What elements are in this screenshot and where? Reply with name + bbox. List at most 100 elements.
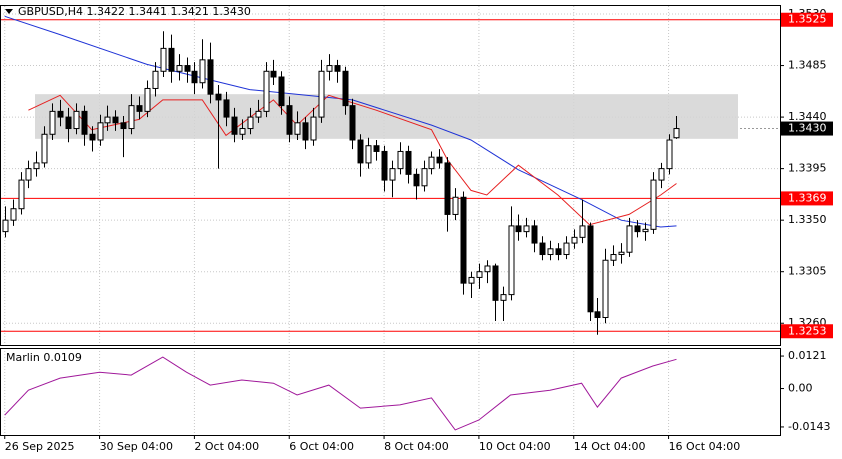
candle-body: [168, 47, 175, 72]
candle-body: [136, 105, 143, 112]
candle-body: [508, 225, 515, 296]
candle-body: [33, 162, 40, 170]
y-tick-label: 1.3485: [788, 59, 827, 72]
candle-body: [357, 139, 364, 164]
candle-body: [191, 70, 198, 84]
candle-body: [326, 65, 333, 72]
candle-body: [334, 65, 341, 72]
level-tag: [781, 12, 833, 27]
candle-body: [65, 116, 72, 130]
menu-triangle: [5, 9, 13, 14]
y-tick-label: 0.0121: [788, 349, 827, 362]
candle-body: [25, 168, 32, 181]
candle-body: [594, 311, 601, 319]
candle-body: [602, 259, 609, 319]
candle-body: [302, 122, 309, 141]
candle-body: [152, 70, 159, 89]
candle-body: [555, 248, 562, 256]
candle-body: [263, 70, 270, 112]
candle-body: [428, 156, 435, 170]
x-tick-label: 10 Oct 04:00: [479, 440, 551, 453]
ma-line: [4, 15, 677, 228]
candle-body: [207, 59, 214, 95]
candle-body: [547, 248, 554, 256]
candle-body: [413, 173, 420, 187]
candle-body: [626, 225, 633, 253]
y-tick-label: 0.00: [788, 382, 813, 395]
candle-body: [452, 196, 459, 215]
candle-body: [160, 47, 167, 72]
candle-body: [571, 236, 578, 244]
candle-body: [436, 156, 443, 164]
candle-body: [515, 225, 522, 233]
level-tag: [781, 191, 833, 206]
level-label: 1.3253: [788, 324, 827, 337]
candle-body: [223, 99, 230, 118]
candle-body: [57, 110, 64, 118]
x-tick-label: 6 Oct 04:00: [289, 440, 354, 453]
chart-title: GBPUSD,H4 1.3422 1.3441 1.3421 1.3430: [18, 5, 251, 18]
candle-body: [10, 208, 17, 221]
candle-body: [104, 116, 111, 124]
candle-body: [642, 228, 649, 233]
candle-body: [563, 242, 570, 256]
candle-body: [618, 251, 625, 256]
candle-body: [365, 145, 372, 164]
candle-body: [650, 179, 657, 230]
candle-body: [523, 225, 530, 233]
x-tick-label: 26 Sep 2025: [5, 440, 75, 453]
candle-body: [579, 225, 586, 238]
candle-body: [41, 133, 48, 164]
y-tick-label: 1.3440: [788, 110, 827, 123]
main-frame: [0, 5, 781, 346]
candle-body: [444, 162, 451, 215]
candle-body: [610, 254, 617, 261]
candle-body: [531, 225, 538, 244]
y-tick-label: -0.0143: [788, 420, 830, 433]
zone: [35, 94, 738, 139]
candle-body: [468, 276, 475, 284]
level-label: 1.3369: [788, 191, 827, 204]
x-tick-label: 30 Sep 04:00: [100, 440, 173, 453]
candle-body: [666, 139, 673, 170]
x-tick-label: 2 Oct 04:00: [194, 440, 259, 453]
candle-body: [89, 133, 96, 141]
plot-layer: 26 Sep 2025 30 Sep 04:00 2 Oct 04:00 6 Oct …: [0, 6, 833, 453]
candle-body: [373, 145, 380, 152]
candle-body: [128, 105, 135, 130]
candle-body: [634, 225, 641, 233]
candle-body: [270, 70, 277, 78]
candle-body: [215, 93, 222, 101]
candle-body: [286, 105, 293, 135]
candle-body: [97, 122, 104, 141]
y-tick-label: 1.3395: [788, 162, 827, 175]
candle-body: [231, 116, 238, 135]
indicator-frame: [0, 348, 781, 436]
level-tag: [781, 324, 833, 339]
candle-body: [349, 105, 356, 141]
candle-body: [18, 179, 25, 210]
candle-body: [318, 70, 325, 118]
candle-body: [49, 110, 56, 135]
level-label: 1.3525: [788, 13, 827, 26]
candle-body: [484, 265, 491, 273]
y-tick-label: 1.3305: [788, 265, 827, 278]
candle-body: [2, 219, 9, 233]
candle-body: [381, 150, 388, 181]
candle-body: [476, 271, 483, 278]
candle-body: [144, 87, 151, 112]
candle-body: [405, 150, 412, 175]
x-tick-label: 14 Oct 04:00: [574, 440, 646, 453]
x-tick-label: 16 Oct 04:00: [669, 440, 741, 453]
candle-body: [120, 122, 127, 130]
candle-body: [176, 65, 183, 72]
candle-body: [278, 76, 285, 107]
candle-body: [460, 196, 467, 284]
candle-body: [492, 265, 499, 301]
x-tick-label: 8 Oct 04:00: [384, 440, 449, 453]
current-price-label: 1.3430: [788, 122, 827, 135]
candle-body: [184, 65, 191, 72]
